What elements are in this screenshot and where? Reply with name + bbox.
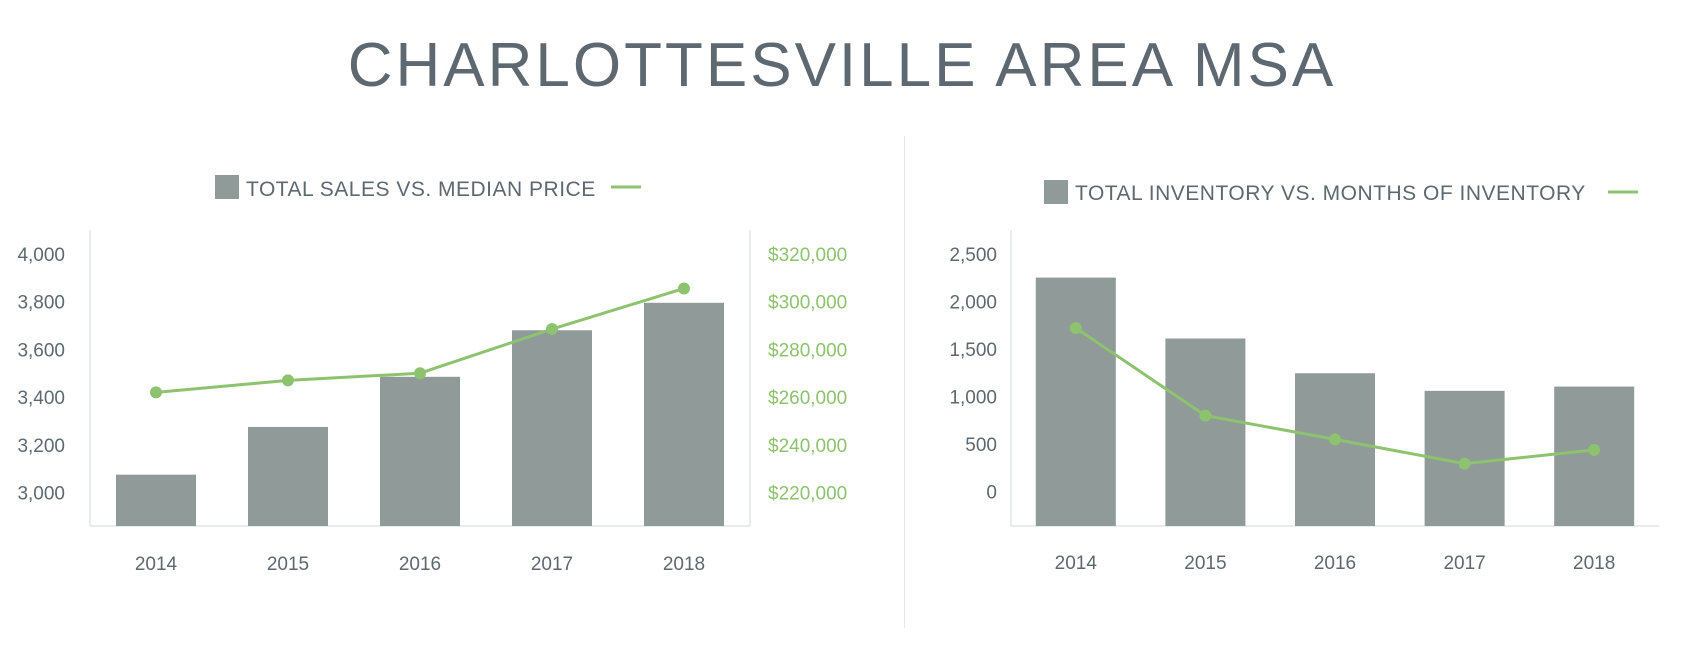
bar	[1165, 338, 1246, 526]
y-tick-label: 500	[965, 435, 997, 456]
y-tick-label: 3,800	[17, 293, 65, 314]
x-tick-label: 2018	[663, 554, 705, 575]
y2-tick-label: $220,000	[768, 484, 847, 505]
y2-tick-label: $300,000	[768, 293, 847, 314]
line-point	[1588, 443, 1601, 456]
plot-area: 0 500 1,000 1,500 2,000 2,500 2014 2015 2016 2017…	[949, 230, 1659, 574]
bar	[512, 330, 592, 526]
bar	[1035, 277, 1116, 526]
line-point	[1069, 322, 1082, 335]
line-point	[678, 282, 690, 295]
line-point	[1458, 457, 1471, 470]
line-point	[150, 386, 162, 399]
legend-label: TOTAL INVENTORY VS. MONTHS OF INVENTORY	[1075, 182, 1586, 205]
y2-tick-label: $240,000	[768, 436, 847, 457]
y2-tick-label: $260,000	[768, 388, 847, 409]
bar	[116, 474, 196, 526]
x-tick-label: 2018	[1573, 553, 1615, 574]
y2-tick-label: $320,000	[768, 245, 847, 266]
legend-bar-swatch	[1044, 180, 1068, 204]
bar	[1554, 386, 1635, 526]
panel-divider	[904, 136, 905, 628]
x-tick-label: 2017	[531, 554, 573, 575]
x-tick-label: 2016	[399, 554, 441, 575]
y-tick-label: 3,600	[17, 340, 65, 361]
page-title: CHARLOTTESVILLE AREA MSA	[347, 31, 1337, 100]
line-point	[1199, 409, 1212, 422]
legend-label: TOTAL SALES VS. MEDIAN PRICE	[246, 178, 596, 201]
sales-price-chart: TOTAL SALES VS. MEDIAN PRICE 3,0003,2003…	[17, 175, 847, 575]
y-tick-label: 1,000	[949, 388, 997, 409]
line-point	[1329, 433, 1341, 446]
line-point	[546, 323, 558, 336]
bar	[380, 376, 460, 526]
x-tick-label: 2014	[135, 554, 178, 575]
x-tick-label: 2015	[1184, 553, 1226, 574]
y2-tick-label: $280,000	[768, 340, 847, 361]
y-tick-label: 1,500	[949, 340, 997, 361]
x-tick-label: 2017	[1443, 553, 1485, 574]
legend-bar-swatch	[215, 175, 239, 199]
y-tick-label: 0	[986, 483, 997, 504]
y-tick-label: 2,000	[949, 292, 997, 313]
line-point	[282, 374, 294, 387]
line-point	[414, 367, 426, 380]
legend: TOTAL SALES VS. MEDIAN PRICE	[215, 175, 641, 201]
bar	[1295, 373, 1375, 526]
y-tick-label: 2,500	[949, 245, 997, 266]
y-tick-label: 3,200	[17, 436, 65, 457]
y-tick-label: 3,400	[17, 388, 65, 409]
y-tick-label: 4,000	[17, 245, 65, 266]
x-tick-label: 2014	[1055, 553, 1098, 574]
x-tick-label: 2015	[267, 554, 309, 575]
x-tick-label: 2016	[1314, 553, 1356, 574]
y-tick-label: 3,000	[17, 484, 65, 505]
bar	[248, 426, 328, 526]
plot-area: 3,000 3,200 3,400 3,600 3,800 4,000 $220,000 $2…	[17, 230, 847, 575]
legend: TOTAL INVENTORY VS. MONTHS OF INVENTORY	[1044, 180, 1638, 205]
inventory-chart: TOTAL INVENTORY VS. MONTHS OF INVENTORY …	[949, 180, 1659, 574]
bar	[644, 302, 724, 526]
